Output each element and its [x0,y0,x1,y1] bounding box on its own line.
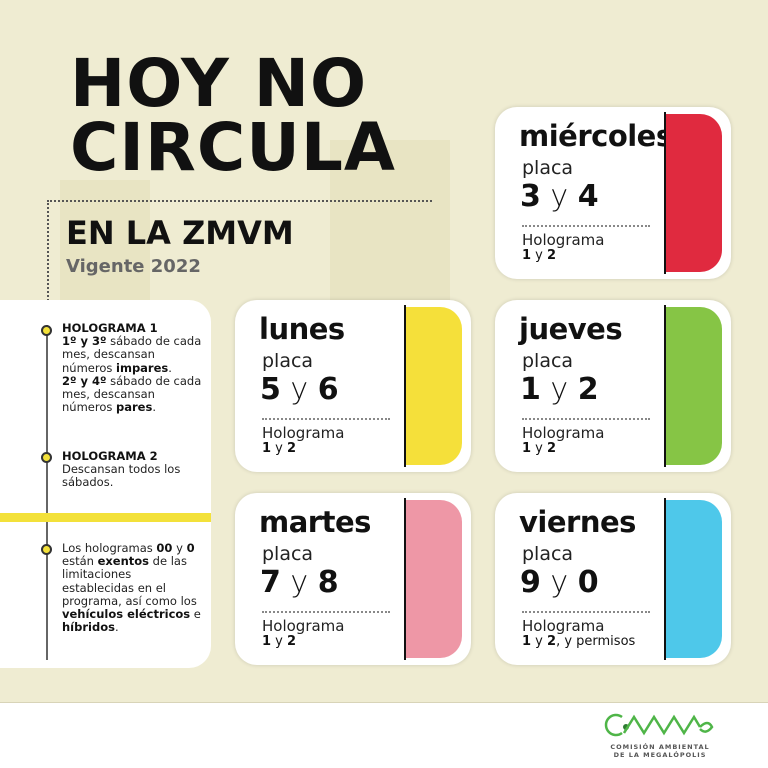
day-name: jueves [519,312,623,346]
hologram-values: 1 y 2, y permisos [522,634,636,649]
color-tab [406,500,462,658]
came-logo: COMISIÓN AMBIENTAL DE LA MEGALÓPOLIS [600,711,720,759]
day-card-1: lunes placa 5 y 6 Holograma 1 y 2 [235,300,471,472]
day-name: miércoles [519,119,673,153]
hologram-label: Holograma [522,617,605,635]
color-tab [666,114,722,272]
divider [262,418,390,420]
divider [262,611,390,613]
validity: Vigente 2022 [66,256,201,277]
divider [47,200,432,202]
divider [47,200,49,325]
divider-line [664,498,666,660]
divider-line [664,305,666,467]
divider [522,225,650,227]
day-name: martes [259,505,371,539]
hologram-values: 1 y 2 [522,248,557,263]
day-card-3: martes placa 7 y 8 Holograma 1 y 2 [235,493,471,665]
yellow-stripe [0,513,211,522]
logo-line-2: DE LA MEGALÓPOLIS [613,751,707,759]
hologram-values: 1 y 2 [522,441,557,456]
subtitle: EN LA ZMVM [66,214,294,252]
color-tab [406,307,462,465]
day-card-2: jueves placa 1 y 2 Holograma 1 y 2 [495,300,731,472]
hologram-label: Holograma [262,424,345,442]
divider-line [404,498,406,660]
hologram-label: Holograma [522,231,605,249]
note-exemptions: Los hologramas 00 y 0 están exentos de l… [62,541,201,635]
divider [522,611,650,613]
logo-line-1: COMISIÓN AMBIENTAL [610,743,710,751]
plate-label: placa [522,543,574,565]
color-tab [666,307,722,465]
divider-line [404,305,406,467]
hologram-label: Holograma [522,424,605,442]
hologram-label: Holograma [262,617,345,635]
hologram-values: 1 y 2 [262,634,297,649]
bullet-icon [41,325,52,336]
hologram-values: 1 y 2 [262,441,297,456]
day-card-0: miércoles placa 3 y 4 Holograma 1 y 2 [495,107,731,279]
plate-numbers: 9 y 0 [520,565,599,600]
bullet-icon [41,452,52,463]
plate-numbers: 5 y 6 [260,372,339,407]
timeline-line [46,325,48,660]
plate-label: placa [262,350,314,372]
came-logo-icon [604,713,714,737]
plate-numbers: 1 y 2 [520,372,599,407]
day-name: lunes [259,312,345,346]
bullet-icon [41,544,52,555]
info-panel: HOLOGRAMA 1 1º y 3º sábado de cada mes, d… [0,300,211,668]
plate-label: placa [522,157,574,179]
plate-numbers: 7 y 8 [260,565,339,600]
note-hologram-1: HOLOGRAMA 1 1º y 3º sábado de cada mes, d… [62,321,202,415]
divider [522,418,650,420]
plate-numbers: 3 y 4 [520,179,599,214]
note-hologram-2: HOLOGRAMA 2 Descansan todos los sábados. [62,449,181,490]
divider-line [664,112,666,274]
plate-label: placa [522,350,574,372]
footer: COMISIÓN AMBIENTAL DE LA MEGALÓPOLIS [0,702,768,768]
color-tab [666,500,722,658]
page-title: HOY NO CIRCULA [70,45,396,186]
day-card-4: viernes placa 9 y 0 Holograma 1 y 2, y p… [495,493,731,665]
day-name: viernes [519,505,636,539]
plate-label: placa [262,543,314,565]
